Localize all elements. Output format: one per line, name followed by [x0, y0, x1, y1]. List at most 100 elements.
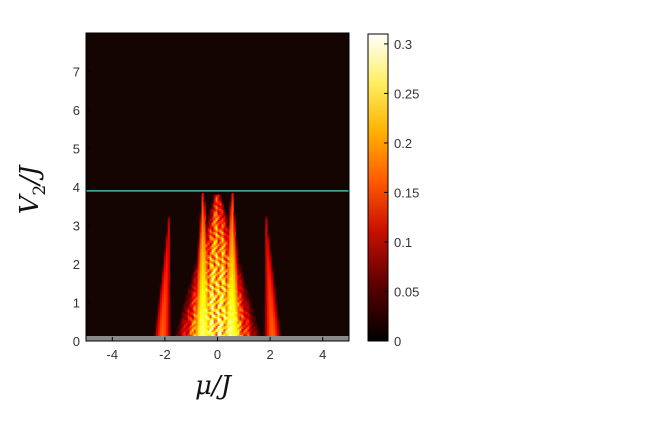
heatmap-cell — [241, 327, 244, 329]
heatmap-cell — [193, 316, 196, 319]
heatmap-cell — [227, 300, 230, 303]
heatmap-cell — [225, 214, 228, 217]
heatmap-cell — [205, 259, 208, 262]
heatmap-cell — [269, 259, 272, 262]
heatmap-cell — [201, 320, 204, 323]
heatmap-cell — [203, 199, 206, 202]
heatmap-cell — [187, 302, 190, 305]
y-tick-label: 1 — [73, 296, 80, 311]
heatmap-cell — [201, 231, 204, 234]
heatmap-cell — [199, 257, 202, 260]
heatmap-cell — [215, 265, 218, 268]
heatmap-cell — [207, 257, 210, 260]
heatmap-cell — [159, 290, 163, 293]
heatmap-cell — [207, 320, 210, 323]
heatmap-cell — [267, 322, 270, 325]
heatmap-cell — [271, 334, 274, 337]
heatmap-cell — [201, 280, 204, 283]
heatmap-cell — [217, 233, 220, 236]
heatmap-cell — [205, 234, 208, 237]
heatmap-cell — [229, 216, 232, 219]
heatmap-cell — [241, 317, 244, 320]
heatmap-cell — [217, 317, 220, 320]
heatmap-cell — [199, 334, 202, 337]
heatmap-cell — [237, 314, 240, 317]
heatmap-cell — [185, 328, 188, 331]
heatmap-cell — [191, 279, 194, 282]
heatmap-cell — [267, 242, 270, 245]
heatmap-cell — [231, 259, 234, 262]
heatmap-cell — [219, 287, 222, 289]
heatmap-cell — [197, 262, 200, 265]
heatmap-cell — [205, 230, 208, 232]
heatmap-cell — [163, 325, 166, 328]
heatmap-cell — [219, 277, 222, 280]
heatmap-cell — [219, 194, 222, 197]
heatmap-cell — [239, 279, 242, 282]
heatmap-cell — [209, 291, 212, 294]
heatmap-cell — [187, 313, 190, 316]
heatmap-cell — [223, 228, 226, 231]
heatmap-cell — [165, 237, 168, 240]
heatmap-cell — [225, 260, 228, 263]
heatmap-cell — [167, 314, 170, 317]
heatmap-cell — [267, 253, 270, 256]
heatmap-cell — [189, 282, 192, 285]
heatmap-cell — [199, 228, 202, 231]
heatmap-cell — [205, 314, 208, 317]
heatmap-cell — [241, 271, 244, 274]
heatmap-cell — [247, 300, 250, 303]
heatmap-cell — [165, 260, 168, 263]
heatmap-cell — [267, 307, 270, 309]
heatmap-cell — [223, 243, 226, 246]
heatmap-cell — [255, 330, 258, 333]
heatmap-cell — [231, 330, 234, 333]
heatmap-cell — [199, 260, 202, 263]
heatmap-cell — [177, 330, 180, 333]
heatmap-cell — [237, 328, 240, 331]
heatmap-cell — [191, 327, 194, 329]
heatmap-cell — [183, 302, 186, 305]
heatmap-cell — [195, 299, 198, 302]
heatmap-cell — [227, 267, 230, 269]
heatmap-cell — [181, 319, 184, 322]
heatmap-cell — [225, 324, 228, 326]
heatmap-cell — [193, 314, 196, 317]
heatmap-cell — [229, 334, 232, 337]
heatmap-cell — [201, 248, 204, 251]
heatmap-cell — [205, 331, 208, 334]
heatmap-cell — [161, 276, 164, 279]
heatmap-cell — [223, 259, 226, 262]
heatmap-cell — [219, 205, 222, 208]
heatmap-cell — [199, 276, 202, 279]
heatmap-cell — [213, 288, 216, 291]
heatmap-cell — [217, 304, 220, 306]
heatmap-cell — [239, 293, 242, 296]
heatmap-cell — [235, 313, 238, 316]
heatmap-cell — [237, 325, 240, 328]
heatmap-cell — [195, 302, 198, 305]
heatmap-cell — [249, 327, 252, 329]
heatmap-cell — [217, 331, 220, 334]
heatmap-cell — [199, 294, 202, 297]
heatmap-cell — [243, 327, 246, 329]
heatmap-cell — [227, 317, 230, 320]
heatmap-cell — [233, 276, 236, 279]
heatmap-cell — [231, 245, 234, 248]
heatmap-cell — [195, 307, 198, 309]
heatmap-cell — [215, 308, 218, 311]
heatmap-cell — [197, 254, 200, 257]
heatmap-cell — [229, 330, 232, 333]
heatmap-cell — [219, 223, 222, 226]
heatmap-cell — [219, 231, 222, 234]
heatmap-cell — [225, 296, 228, 299]
heatmap-cell — [231, 248, 234, 251]
heatmap-cell — [269, 317, 272, 320]
y-axis-label: V2/J — [15, 164, 50, 214]
heatmap-cell — [195, 310, 198, 313]
heatmap-cell — [225, 237, 228, 240]
heatmap-cell — [223, 220, 226, 223]
heatmap-cell — [275, 316, 278, 319]
heatmap-cell — [209, 251, 212, 254]
heatmap-cell — [199, 300, 202, 303]
